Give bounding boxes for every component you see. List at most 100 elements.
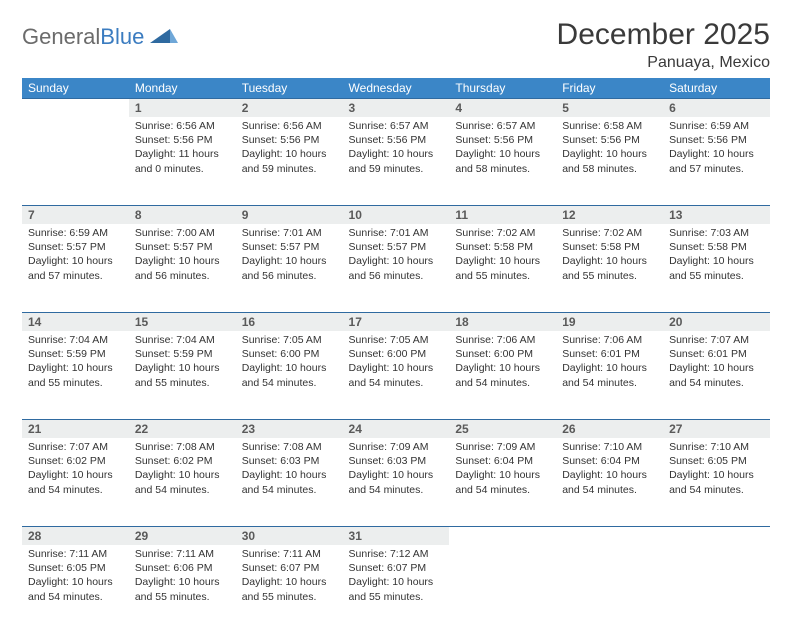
day-number: 20 [663,312,770,331]
weekday-header: Monday [129,78,236,98]
day-number: 1 [129,98,236,117]
page-header: GeneralBlue December 2025 Panuaya, Mexic… [22,18,770,72]
day-details: Sunrise: 7:09 AMSunset: 6:04 PMDaylight:… [449,438,556,503]
daynum-cell: 7 [22,205,129,224]
day-cell: Sunrise: 6:59 AMSunset: 5:57 PMDaylight:… [22,224,129,312]
daynum-row: 28293031 [22,526,770,545]
day-cell: Sunrise: 7:05 AMSunset: 6:00 PMDaylight:… [343,331,450,419]
day-cell: Sunrise: 7:11 AMSunset: 6:05 PMDaylight:… [22,545,129,633]
calendar-body: 123456Sunrise: 6:56 AMSunset: 5:56 PMDay… [22,98,770,633]
title-block: December 2025 Panuaya, Mexico [557,18,770,72]
daynum-cell: 17 [343,312,450,331]
day-details: Sunrise: 6:57 AMSunset: 5:56 PMDaylight:… [343,117,450,182]
day-number: 27 [663,419,770,438]
day-number: 7 [22,205,129,224]
daynum-cell: 19 [556,312,663,331]
daynum-cell [663,526,770,545]
day-cell [663,545,770,633]
calendar-head: SundayMondayTuesdayWednesdayThursdayFrid… [22,78,770,98]
day-cell: Sunrise: 7:12 AMSunset: 6:07 PMDaylight:… [343,545,450,633]
day-number: 25 [449,419,556,438]
daynum-cell [449,526,556,545]
daynum-cell: 24 [343,419,450,438]
daynum-cell: 16 [236,312,343,331]
day-details: Sunrise: 7:10 AMSunset: 6:04 PMDaylight:… [556,438,663,503]
day-cell: Sunrise: 7:09 AMSunset: 6:03 PMDaylight:… [343,438,450,526]
content-row: Sunrise: 6:59 AMSunset: 5:57 PMDaylight:… [22,224,770,312]
daynum-cell: 13 [663,205,770,224]
day-cell: Sunrise: 7:01 AMSunset: 5:57 PMDaylight:… [236,224,343,312]
daynum-cell: 9 [236,205,343,224]
daynum-row: 21222324252627 [22,419,770,438]
daynum-row: 123456 [22,98,770,117]
day-cell: Sunrise: 7:05 AMSunset: 6:00 PMDaylight:… [236,331,343,419]
day-number-empty [556,526,663,545]
day-details: Sunrise: 6:58 AMSunset: 5:56 PMDaylight:… [556,117,663,182]
day-details: Sunrise: 7:01 AMSunset: 5:57 PMDaylight:… [343,224,450,289]
month-title: December 2025 [557,18,770,52]
day-number: 23 [236,419,343,438]
day-number: 15 [129,312,236,331]
day-number: 21 [22,419,129,438]
day-cell: Sunrise: 7:00 AMSunset: 5:57 PMDaylight:… [129,224,236,312]
brand-logo: GeneralBlue [22,18,178,50]
weekday-header: Wednesday [343,78,450,98]
day-details: Sunrise: 7:08 AMSunset: 6:03 PMDaylight:… [236,438,343,503]
day-details: Sunrise: 7:11 AMSunset: 6:05 PMDaylight:… [22,545,129,610]
weekday-header: Sunday [22,78,129,98]
day-details: Sunrise: 7:04 AMSunset: 5:59 PMDaylight:… [129,331,236,396]
daynum-cell: 27 [663,419,770,438]
day-cell [22,117,129,205]
day-details: Sunrise: 6:56 AMSunset: 5:56 PMDaylight:… [129,117,236,182]
daynum-cell: 23 [236,419,343,438]
weekday-header: Tuesday [236,78,343,98]
day-number: 17 [343,312,450,331]
brand-mark-icon [150,25,178,50]
daynum-cell: 15 [129,312,236,331]
day-number: 13 [663,205,770,224]
day-cell: Sunrise: 7:06 AMSunset: 6:01 PMDaylight:… [556,331,663,419]
daynum-cell: 31 [343,526,450,545]
day-details: Sunrise: 7:09 AMSunset: 6:03 PMDaylight:… [343,438,450,503]
day-cell: Sunrise: 7:07 AMSunset: 6:01 PMDaylight:… [663,331,770,419]
daynum-cell: 10 [343,205,450,224]
daynum-cell: 11 [449,205,556,224]
day-cell: Sunrise: 7:07 AMSunset: 6:02 PMDaylight:… [22,438,129,526]
day-number: 14 [22,312,129,331]
day-number: 11 [449,205,556,224]
day-details: Sunrise: 7:05 AMSunset: 6:00 PMDaylight:… [236,331,343,396]
day-details: Sunrise: 6:57 AMSunset: 5:56 PMDaylight:… [449,117,556,182]
day-cell: Sunrise: 6:56 AMSunset: 5:56 PMDaylight:… [129,117,236,205]
day-details: Sunrise: 7:03 AMSunset: 5:58 PMDaylight:… [663,224,770,289]
day-cell: Sunrise: 6:57 AMSunset: 5:56 PMDaylight:… [343,117,450,205]
day-details: Sunrise: 7:05 AMSunset: 6:00 PMDaylight:… [343,331,450,396]
daynum-cell: 12 [556,205,663,224]
content-row: Sunrise: 7:11 AMSunset: 6:05 PMDaylight:… [22,545,770,633]
daynum-cell: 4 [449,98,556,117]
location-label: Panuaya, Mexico [557,54,770,72]
day-details: Sunrise: 7:00 AMSunset: 5:57 PMDaylight:… [129,224,236,289]
daynum-cell: 3 [343,98,450,117]
day-details: Sunrise: 6:59 AMSunset: 5:56 PMDaylight:… [663,117,770,182]
day-number: 29 [129,526,236,545]
content-row: Sunrise: 7:07 AMSunset: 6:02 PMDaylight:… [22,438,770,526]
daynum-cell: 1 [129,98,236,117]
daynum-cell: 6 [663,98,770,117]
daynum-cell: 8 [129,205,236,224]
day-cell: Sunrise: 7:04 AMSunset: 5:59 PMDaylight:… [22,331,129,419]
daynum-cell: 5 [556,98,663,117]
day-cell: Sunrise: 7:04 AMSunset: 5:59 PMDaylight:… [129,331,236,419]
day-details: Sunrise: 7:02 AMSunset: 5:58 PMDaylight:… [449,224,556,289]
day-number: 16 [236,312,343,331]
daynum-row: 14151617181920 [22,312,770,331]
day-cell: Sunrise: 7:08 AMSunset: 6:02 PMDaylight:… [129,438,236,526]
day-number-empty [22,98,129,117]
day-cell: Sunrise: 7:10 AMSunset: 6:04 PMDaylight:… [556,438,663,526]
day-details: Sunrise: 7:01 AMSunset: 5:57 PMDaylight:… [236,224,343,289]
day-number: 22 [129,419,236,438]
day-number: 3 [343,98,450,117]
day-details: Sunrise: 7:08 AMSunset: 6:02 PMDaylight:… [129,438,236,503]
day-number: 10 [343,205,450,224]
day-cell: Sunrise: 6:57 AMSunset: 5:56 PMDaylight:… [449,117,556,205]
day-details: Sunrise: 7:06 AMSunset: 6:00 PMDaylight:… [449,331,556,396]
